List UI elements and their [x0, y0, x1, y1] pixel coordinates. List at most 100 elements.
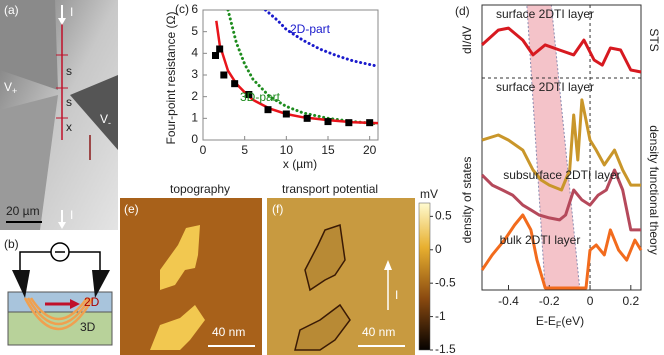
voltage-label: V- [100, 112, 111, 128]
x-tick-label: -0.4 [498, 294, 519, 308]
data-point [303, 114, 311, 122]
colorbar-tick-label: -1.5 [435, 342, 456, 355]
y-tick-label: 5 [191, 24, 198, 38]
x-tick-label: -0.2 [539, 294, 560, 308]
colorbar [418, 202, 431, 351]
panel-label: (f) [272, 202, 283, 216]
current-paths [23, 297, 95, 330]
curve-label: surface 2DTI layer [496, 7, 594, 21]
x-tick-label: 15 [321, 143, 335, 157]
x-label: x [66, 120, 72, 134]
layer-label: 3D [80, 320, 96, 334]
side-label: density functional theory [647, 125, 661, 254]
x-axis-label: E-EF(eV) [536, 314, 584, 330]
chart-d: -0.4 -0.2 0 0.2 E-EF(eV) (d) dI/dV density of s… [455, 4, 661, 330]
data-point [282, 110, 290, 118]
y-tick-label: 1 [191, 111, 198, 125]
current-label: I [395, 288, 398, 302]
data-point [245, 91, 253, 98]
chart-c: 0 1 2 3 4 5 6 0 5 10 15 20 (c) x (µm) Four-point resis… [164, 2, 379, 171]
panel-title: transport potential [282, 182, 378, 196]
scale-label: 40 nm [362, 325, 395, 339]
y-tick-label: 3 [191, 67, 198, 81]
sub: + [12, 86, 17, 96]
x-tick-label: 0 [200, 143, 207, 157]
curve-label: 2D-part [290, 22, 331, 36]
curve-label: bulk 2DTI layer [500, 233, 581, 247]
x-tick-label: 10 [280, 143, 294, 157]
sub: - [108, 118, 111, 128]
data-point [220, 71, 228, 79]
panel-e: topography (e) 40 nm [120, 182, 262, 355]
x-label-sub: F [556, 320, 562, 330]
flake-outline [294, 303, 351, 351]
colorbar-tick-label: -0.5 [435, 275, 456, 289]
arrow-head [58, 222, 66, 229]
panel-label: (b) [4, 237, 19, 251]
data-point [231, 80, 239, 88]
data-point [345, 119, 353, 127]
panel-label: (e) [124, 202, 139, 216]
y-tick-label: 2 [191, 89, 198, 103]
curve-label: 3D-part [240, 90, 281, 104]
scale-label: 40 nm [212, 325, 245, 339]
dos-curve [480, 168, 641, 232]
voltage-label: V+ [4, 80, 17, 96]
contact [70, 75, 118, 150]
x-tick-label: 20 [363, 143, 377, 157]
panel-label: (c) [175, 2, 189, 16]
arrow-head [70, 299, 80, 309]
dos-curve [481, 98, 641, 192]
side-label: dI/dV [460, 26, 474, 54]
x-label-unit: (eV) [561, 314, 584, 328]
data-point [212, 52, 219, 59]
plot-frame [481, 4, 642, 291]
y-tick-label: 6 [191, 2, 198, 16]
arrow-head [58, 18, 66, 25]
probe [92, 270, 110, 298]
fit-curve [264, 10, 378, 68]
flake [150, 305, 205, 350]
data-point [324, 118, 332, 126]
s-label: s [66, 64, 72, 78]
v: V [100, 112, 108, 126]
dos-curve [480, 26, 642, 74]
v: V [4, 80, 12, 94]
flake-outline [304, 224, 346, 292]
curve-label: surface 2DTI layer [496, 80, 594, 94]
contact [0, 0, 58, 90]
x-tick-label: 5 [241, 143, 248, 157]
contact [0, 95, 58, 230]
layer-label: 2D [84, 295, 100, 309]
probe [12, 270, 30, 298]
x-label-main: E-E [536, 314, 556, 328]
dos-curve [480, 213, 643, 290]
panel-f: I transport potential (f) 40 nm mV [267, 182, 438, 355]
flake [160, 225, 200, 290]
x-axis-label: x (µm) [283, 157, 317, 171]
colorbar-tick-label: 0.5 [435, 209, 452, 223]
data-point [216, 45, 224, 53]
s-label: s [66, 95, 72, 109]
colorbar-tick-label: -1 [435, 309, 446, 323]
data-point [366, 119, 374, 127]
arrow-head [384, 260, 392, 270]
panel-title: topography [170, 182, 230, 196]
x-tick-label: 0.2 [622, 294, 639, 308]
panel-b: (b) 2D 3D [4, 237, 113, 346]
curve-label: subsurface 2DTI layer [503, 168, 620, 182]
current-label: I [70, 5, 73, 19]
side-label: STS [647, 28, 661, 51]
colorbar-unit: mV [420, 187, 438, 201]
colorbar-tick-label: 0 [435, 242, 442, 256]
wire [19, 251, 101, 270]
panel-label: (a) [4, 3, 19, 17]
panel-a: (a) I I V+ V- s s x 20 µm [0, 0, 118, 230]
panel-label: (d) [455, 4, 470, 18]
y-tick-label: 0 [191, 132, 198, 146]
x-tick-label: 0 [587, 294, 594, 308]
y-tick-label: 4 [191, 46, 198, 60]
side-label: density of states [460, 157, 474, 244]
scale-label: 20 µm [6, 204, 40, 218]
y-axis-label: Four-point resistance (Ω) [164, 11, 178, 144]
